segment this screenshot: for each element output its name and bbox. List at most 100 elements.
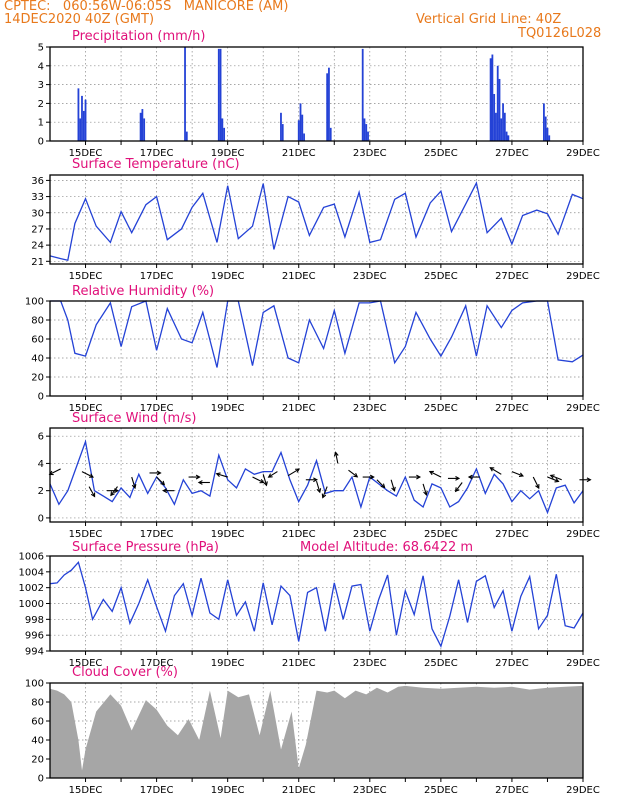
wind-arrow	[252, 476, 264, 484]
wind-arrow-head	[554, 478, 560, 483]
x-tick-label: 21DEC	[282, 785, 316, 796]
y-tick-label: 4	[38, 459, 44, 470]
x-tick-label: 17DEC	[140, 529, 174, 540]
x-tick-label: 15DEC	[69, 271, 103, 282]
wind-arrow-head	[535, 484, 540, 490]
y-tick-label: 24	[31, 241, 44, 252]
wind-arrow-head	[160, 480, 166, 486]
y-tick-label: 1	[38, 118, 44, 129]
series-line	[50, 300, 584, 368]
y-tick-label: 100	[25, 679, 44, 690]
x-tick-label: 29DEC	[566, 403, 600, 414]
panel-frame	[49, 300, 584, 397]
precip-bar	[329, 127, 332, 141]
y-tick-label: 20	[31, 755, 44, 766]
y-tick-label: 80	[31, 698, 44, 709]
wind-arrow	[268, 471, 278, 478]
x-tick-label: 19DEC	[211, 658, 245, 669]
panel-4: 994 996 998 1000 1002 1004 1006 15DEC 17DEC 19DEC…	[19, 540, 600, 669]
y-tick-label: 27	[31, 224, 44, 235]
x-tick-label: 27DEC	[495, 403, 529, 414]
precip-bar	[546, 127, 549, 141]
precip-bar	[79, 118, 82, 141]
precip-bar	[365, 124, 368, 141]
series-line	[49, 181, 584, 261]
precip-bar	[505, 131, 508, 141]
wind-arrow-head	[369, 474, 375, 480]
y-tick-label: 996	[25, 631, 44, 642]
precip-bar	[491, 54, 494, 141]
x-tick-label: 21DEC	[282, 403, 316, 414]
x-tick-label: 21DEC	[282, 529, 316, 540]
precip-bar	[489, 58, 492, 141]
wind-arrow-head	[215, 472, 221, 477]
wind-arrow	[216, 473, 228, 478]
precip-bar	[495, 112, 497, 141]
wind-arrow-head	[90, 492, 96, 498]
precip-bar	[297, 120, 300, 141]
wind-arrow-head	[110, 491, 115, 497]
precip-bar	[217, 48, 220, 141]
x-tick-label: 25DEC	[424, 148, 458, 159]
precip-bar	[143, 118, 146, 141]
x-tick-label: 25DEC	[424, 658, 458, 669]
x-tick-label: 29DEC	[566, 148, 600, 159]
panel-title: Surface Wind (m/s)	[72, 411, 196, 426]
panel-frame	[49, 682, 584, 779]
wind-arrow-head	[267, 473, 273, 478]
x-tick-label: 27DEC	[495, 148, 529, 159]
precip-bar	[544, 116, 547, 141]
wind-arrow	[88, 486, 96, 497]
x-tick-label: 17DEC	[140, 148, 174, 159]
precip-bar	[507, 135, 510, 141]
precip-bar	[221, 118, 224, 141]
wind-arrow-head	[295, 468, 301, 473]
wind-arrow-head	[313, 477, 318, 483]
precip-bar	[303, 133, 305, 141]
precip-bar	[139, 112, 142, 141]
wind-arrow-head	[416, 474, 422, 480]
y-tick-label: 0	[38, 137, 44, 148]
wind-arrow	[455, 482, 463, 492]
y-tick-label: 0	[38, 774, 44, 785]
x-tick-label: 17DEC	[140, 658, 174, 669]
wind-arrow	[511, 471, 524, 477]
wind-arrow-head	[428, 470, 434, 476]
panel-1: 21 24 27 30 33 36 15DEC 17DEC 19DEC 21DEC 23DEC 25D…	[31, 157, 600, 282]
wind-arrow-head	[195, 474, 201, 480]
x-tick-label: 29DEC	[566, 271, 600, 282]
panel-title: Cloud Cover (%)	[72, 665, 178, 680]
y-tick-label: 100	[25, 297, 44, 308]
y-tick-label: 5	[38, 43, 44, 54]
panel-frame	[49, 427, 584, 523]
x-tick-label: 15DEC	[69, 658, 103, 669]
panel-frame	[49, 46, 584, 142]
panel-3: 0 2 4 6 15DEC 17DEC 19DEC 21DEC 23DEC 25DEC 27DEC 2…	[38, 411, 600, 540]
y-tick-label: 3	[38, 80, 44, 91]
y-tick-label: 80	[31, 316, 44, 327]
precip-bar	[363, 118, 366, 141]
precip-bar	[77, 88, 80, 141]
model-altitude-annotation: Model Altitude: 68.6422 m	[300, 540, 473, 555]
wind-arrow-head	[454, 487, 460, 493]
y-tick-label: 1002	[19, 583, 44, 594]
panel-frame	[49, 174, 584, 265]
x-tick-label: 23DEC	[353, 148, 387, 159]
precip-bar	[82, 110, 85, 141]
x-tick-label: 29DEC	[566, 785, 600, 796]
precip-bar	[219, 48, 222, 141]
series-line	[49, 439, 584, 515]
x-tick-label: 15DEC	[69, 148, 103, 159]
panel-title: Surface Pressure (hPa)	[72, 540, 219, 555]
cloud-area	[50, 685, 583, 778]
y-tick-label: 20	[31, 373, 44, 384]
precip-bar	[281, 124, 284, 141]
wind-arrow-head	[162, 488, 168, 494]
header-right-line2: TQ0126L028	[518, 26, 602, 41]
x-tick-label: 19DEC	[211, 148, 245, 159]
precip-bar	[503, 112, 506, 141]
y-tick-label: 33	[31, 192, 44, 203]
wind-arrow-head	[197, 480, 203, 485]
wind-arrow	[422, 483, 427, 496]
wind-arrow	[547, 476, 559, 482]
